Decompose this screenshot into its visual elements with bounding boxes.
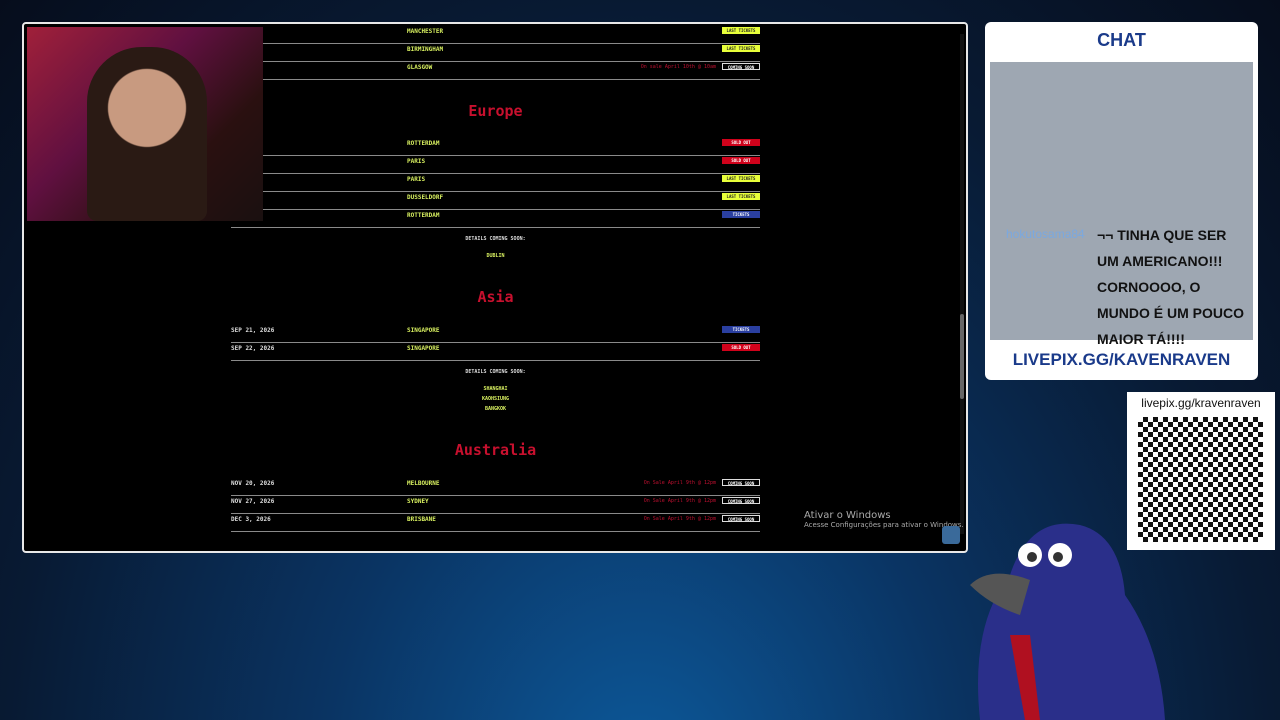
- ticket-status-button[interactable]: TICKETS: [722, 326, 760, 333]
- on-sale-note: On sale April 10th @ 10am: [640, 64, 716, 70]
- tour-city: SINGAPORE: [407, 327, 440, 334]
- qr-label: livepix.gg/kravenraven: [1141, 396, 1261, 410]
- tour-row: 26BIRMINGHAMLAST TICKETS: [231, 44, 760, 62]
- tour-city: MANCHESTER: [407, 28, 444, 35]
- streamer-video: [87, 47, 207, 221]
- region-heading: Europe: [468, 102, 523, 120]
- tour-city: DUSSELDORF: [407, 194, 444, 201]
- webcam-overlay: [27, 27, 263, 221]
- tour-row: 26ROTTERDAMSOLD OUT: [231, 138, 760, 156]
- ticket-status-button[interactable]: TICKETS: [722, 211, 760, 218]
- tour-date: SEP 21, 2026: [231, 327, 275, 334]
- chat-messages: hokutosama84 ¬¬ TINHA QUE SER UM AMERICA…: [990, 62, 1253, 347]
- details-city: BANGKOK: [484, 406, 507, 412]
- on-sale-note: On Sale April 9th @ 12pm: [643, 498, 716, 504]
- region-heading: Asia: [477, 288, 514, 306]
- tour-row: SEP 21, 2026 SINGAPORE TICKETS: [231, 325, 760, 343]
- avatar-icon[interactable]: [942, 526, 960, 544]
- tour-city: MELBOURNE: [407, 480, 440, 487]
- tour-city: GLASGOW: [407, 64, 433, 71]
- details-city: DUBLIN: [486, 253, 505, 259]
- ticket-status-button[interactable]: SOLD OUT: [722, 344, 760, 351]
- ticket-status-button[interactable]: SOLD OUT: [722, 139, 760, 146]
- ticket-status-button[interactable]: LAST TICKETS: [722, 193, 760, 200]
- tour-city: BRISBANE: [407, 516, 436, 523]
- qr-panel: livepix.gg/kravenraven: [1127, 392, 1275, 550]
- ticket-status-button[interactable]: SOLD OUT: [722, 157, 760, 164]
- tour-city: SINGAPORE: [407, 345, 440, 352]
- tour-row: 26DUSSELDORFLAST TICKETS: [231, 192, 760, 210]
- ticket-status-button[interactable]: COMING SOON: [722, 515, 760, 522]
- chat-panel: CHAT hokutosama84 ¬¬ TINHA QUE SER UM AM…: [985, 22, 1258, 380]
- details-coming-soon-label: DETAILS COMING SOON:: [465, 369, 526, 375]
- tour-date: SEP 22, 2026: [231, 345, 275, 352]
- activation-subtitle: Acesse Configurações para ativar o Windo…: [804, 521, 964, 529]
- details-city: KAOHSIUNG: [481, 396, 510, 402]
- scrollbar[interactable]: [960, 34, 964, 534]
- windows-activation-watermark: Ativar o Windows Acesse Configurações pa…: [804, 510, 964, 529]
- tour-row: 26ROTTERDAMTICKETS: [231, 210, 760, 228]
- ticket-status-button[interactable]: LAST TICKETS: [722, 27, 760, 34]
- tour-city: BIRMINGHAM: [407, 46, 444, 53]
- scrollbar-thumb[interactable]: [960, 314, 964, 399]
- tour-city: SYDNEY: [407, 498, 429, 505]
- on-sale-note: On Sale April 9th @ 12pm: [643, 516, 716, 522]
- tour-row: 26MANCHESTERLAST TICKETS: [231, 26, 760, 44]
- tour-row: NOV 20, 2026 MELBOURNE On Sale April 9th @…: [231, 478, 760, 496]
- ticket-status-button[interactable]: LAST TICKETS: [722, 175, 760, 182]
- tour-row: 26PARISLAST TICKETS: [231, 174, 760, 192]
- activation-title: Ativar o Windows: [804, 510, 891, 521]
- chat-title: CHAT: [1097, 30, 1146, 50]
- tour-row: 26PARISSOLD OUT: [231, 156, 760, 174]
- tour-row: SEP 22, 2026 SINGAPORE SOLD OUT: [231, 343, 760, 361]
- tour-row: 27GLASGOWOn sale April 10th @ 10amCOMING…: [231, 62, 760, 80]
- ticket-status-button[interactable]: LAST TICKETS: [722, 45, 760, 52]
- on-sale-note: On Sale April 9th @ 12pm: [643, 480, 716, 486]
- chat-message: ¬¬ TINHA QUE SER UM AMERICANO!!! CORNOOO…: [1097, 227, 1244, 347]
- qr-code-icon: [1138, 417, 1263, 542]
- raven-mascot-icon: [970, 523, 1165, 720]
- ticket-status-button[interactable]: COMING SOON: [722, 63, 760, 70]
- tour-city: PARIS: [407, 158, 426, 165]
- livepix-link: LIVEPIX.GG/KAVENRAVEN: [1012, 350, 1231, 369]
- ticket-status-button[interactable]: COMING SOON: [722, 479, 760, 486]
- tour-city: PARIS: [407, 176, 426, 183]
- details-city: SHANGHAI: [483, 386, 508, 392]
- details-coming-soon-label: DETAILS COMING SOON:: [465, 236, 526, 242]
- tour-date: NOV 20, 2026: [231, 480, 275, 487]
- ticket-status-button[interactable]: COMING SOON: [722, 497, 760, 504]
- tour-city: ROTTERDAM: [407, 140, 440, 147]
- chat-username: hokutosama84: [1006, 227, 1085, 241]
- tour-city: ROTTERDAM: [407, 212, 440, 219]
- tour-row: DEC 3, 2026 BRISBANE On Sale April 9th @ 1…: [231, 514, 760, 532]
- tour-date: DEC 3, 2026: [231, 516, 271, 523]
- tour-row: NOV 27, 2026 SYDNEY On Sale April 9th @ 12…: [231, 496, 760, 514]
- tour-date: NOV 27, 2026: [231, 498, 275, 505]
- region-heading: Australia: [454, 441, 537, 459]
